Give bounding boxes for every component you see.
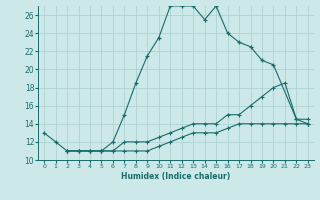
X-axis label: Humidex (Indice chaleur): Humidex (Indice chaleur) — [121, 172, 231, 181]
